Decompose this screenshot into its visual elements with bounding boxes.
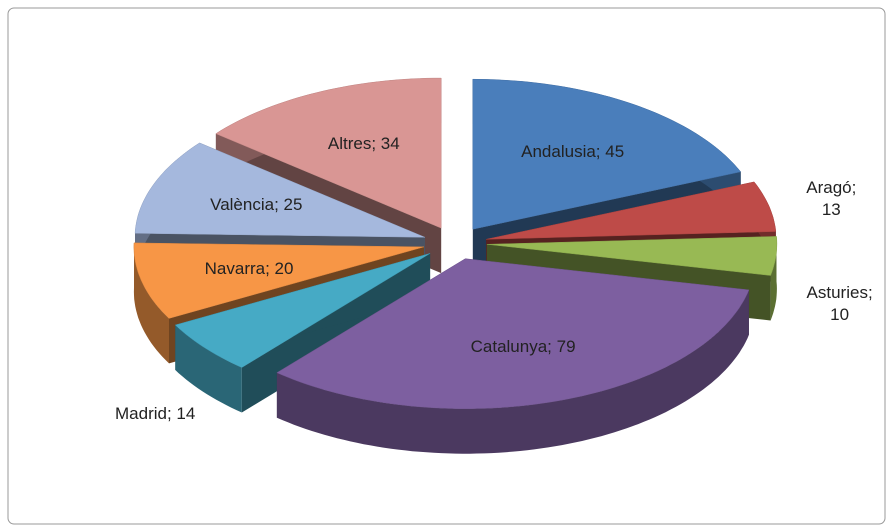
slice-top [133, 242, 424, 319]
slice-wall [770, 236, 777, 321]
pie-slice [276, 258, 750, 454]
slice-top [486, 181, 777, 240]
data-label: Catalunya; 79 [470, 336, 576, 356]
slice-top [486, 236, 778, 276]
slice-top [472, 78, 742, 230]
slice-top [134, 142, 426, 238]
slice-wall [276, 289, 749, 454]
slice-top [276, 258, 750, 409]
slice-wall [133, 242, 169, 364]
data-label: Madrid; 14 [115, 403, 196, 423]
data-label: Aragó; 13 [806, 177, 857, 219]
slice-wall [175, 325, 242, 413]
slice-top [174, 253, 431, 368]
data-label: Navarra; 20 [204, 258, 294, 278]
data-label: Asturies; 10 [806, 282, 873, 324]
data-label: Altres; 34 [327, 134, 400, 154]
data-label: Andalusia; 45 [521, 141, 625, 161]
slice-top [215, 77, 442, 229]
data-label: València; 25 [210, 195, 303, 215]
